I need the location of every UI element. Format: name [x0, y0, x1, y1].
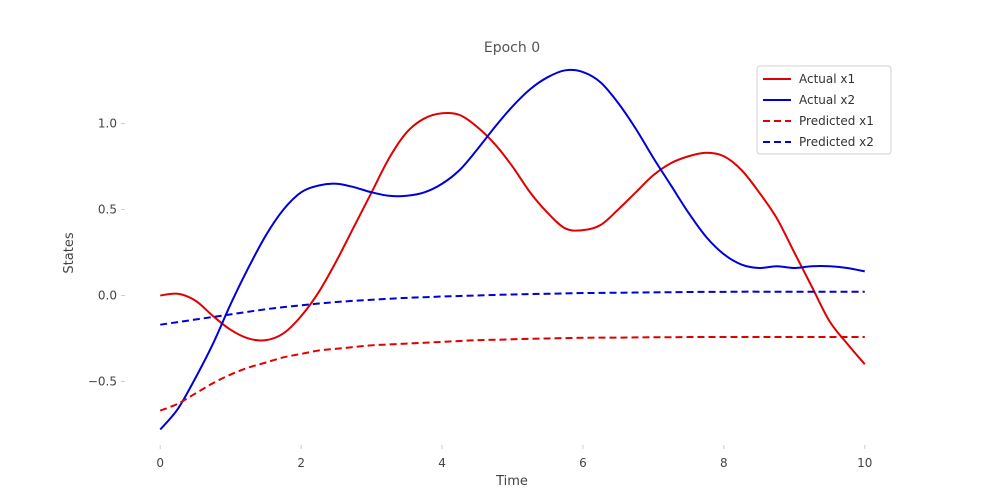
y-tick-label: 0.0 [98, 288, 117, 302]
series-line-predicted-x1 [159, 336, 865, 412]
legend-label-actual-x1: Actual x1 [799, 72, 855, 86]
legend-label-actual-x2: Actual x2 [799, 93, 855, 107]
x-tick-label: 6 [579, 456, 587, 470]
y-axis-ticks: −0.5 0.0 0.5 1.0 [88, 117, 125, 388]
series-line-actual-x1 [160, 111, 866, 365]
series-line-actual-x2 [159, 68, 865, 431]
chart-title: Epoch 0 [484, 40, 540, 56]
x-tick-label: 2 [297, 456, 305, 470]
legend: Actual x1 Actual x2 Predicted x1 Predicted … [756, 65, 892, 155]
legend-label-predicted-x2: Predicted x2 [799, 135, 874, 149]
plot-area [159, 68, 866, 431]
x-tick-label: 0 [156, 456, 164, 470]
legend-label-predicted-x1: Predicted x1 [799, 114, 874, 128]
y-tick-label: 1.0 [98, 117, 117, 131]
legend-box [756, 65, 892, 155]
y-axis-label: States [62, 232, 77, 273]
x-axis-label: Time [495, 474, 528, 489]
y-tick-label: −0.5 [88, 374, 117, 388]
x-tick-label: 4 [438, 456, 446, 470]
y-tick-label: 0.5 [98, 203, 117, 217]
x-tick-label: 8 [720, 456, 728, 470]
series-line-predicted-x2 [160, 290, 865, 326]
x-axis-ticks: 0 2 4 6 8 10 [156, 445, 872, 470]
x-tick-label: 10 [857, 456, 872, 470]
